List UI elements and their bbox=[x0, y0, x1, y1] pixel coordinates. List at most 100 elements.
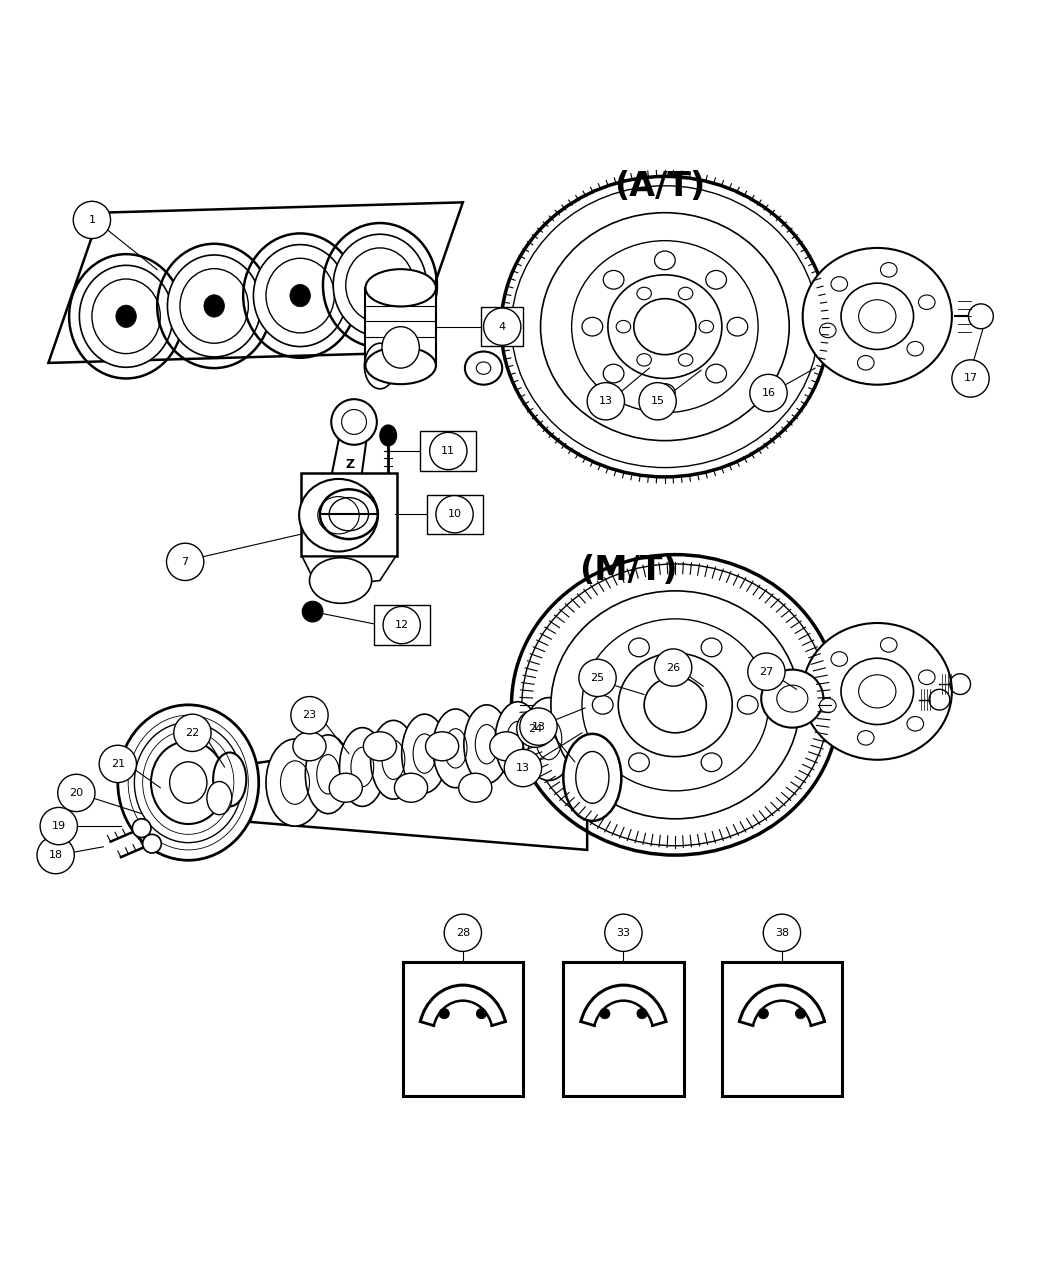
Circle shape bbox=[37, 836, 75, 873]
Ellipse shape bbox=[678, 287, 693, 300]
Ellipse shape bbox=[459, 773, 491, 802]
Ellipse shape bbox=[365, 269, 436, 306]
Ellipse shape bbox=[371, 720, 416, 799]
Ellipse shape bbox=[616, 320, 631, 333]
Ellipse shape bbox=[395, 773, 427, 802]
Ellipse shape bbox=[151, 741, 226, 824]
Text: 13: 13 bbox=[598, 397, 613, 407]
Circle shape bbox=[429, 432, 467, 469]
Ellipse shape bbox=[266, 259, 334, 333]
Text: 22: 22 bbox=[185, 728, 200, 738]
Ellipse shape bbox=[819, 699, 836, 713]
Ellipse shape bbox=[464, 705, 509, 784]
Ellipse shape bbox=[968, 303, 993, 329]
Ellipse shape bbox=[907, 717, 924, 731]
Ellipse shape bbox=[600, 1009, 610, 1019]
Polygon shape bbox=[329, 430, 367, 492]
Ellipse shape bbox=[365, 347, 436, 384]
Ellipse shape bbox=[167, 255, 260, 357]
Circle shape bbox=[639, 382, 676, 419]
Ellipse shape bbox=[489, 732, 523, 761]
Ellipse shape bbox=[706, 365, 727, 382]
Text: 13: 13 bbox=[531, 722, 545, 732]
Ellipse shape bbox=[706, 270, 727, 289]
Ellipse shape bbox=[796, 1009, 805, 1019]
Ellipse shape bbox=[758, 1009, 769, 1019]
Ellipse shape bbox=[293, 732, 327, 761]
Text: (A/T): (A/T) bbox=[614, 171, 706, 203]
Ellipse shape bbox=[571, 241, 758, 413]
Ellipse shape bbox=[629, 638, 649, 657]
Ellipse shape bbox=[582, 618, 769, 790]
FancyBboxPatch shape bbox=[420, 431, 477, 470]
Circle shape bbox=[484, 309, 521, 346]
Ellipse shape bbox=[118, 705, 258, 861]
Circle shape bbox=[952, 360, 989, 397]
Polygon shape bbox=[302, 557, 396, 588]
Ellipse shape bbox=[495, 701, 541, 780]
Circle shape bbox=[579, 659, 616, 696]
Ellipse shape bbox=[859, 300, 896, 333]
Ellipse shape bbox=[92, 279, 161, 353]
Text: 28: 28 bbox=[456, 928, 470, 938]
Ellipse shape bbox=[364, 343, 396, 389]
Ellipse shape bbox=[841, 283, 914, 349]
Ellipse shape bbox=[637, 353, 651, 366]
Ellipse shape bbox=[564, 734, 622, 821]
Text: 26: 26 bbox=[666, 663, 680, 672]
Ellipse shape bbox=[634, 298, 696, 354]
Circle shape bbox=[99, 746, 136, 783]
Ellipse shape bbox=[402, 714, 447, 793]
Ellipse shape bbox=[637, 1009, 647, 1019]
Ellipse shape bbox=[678, 353, 693, 366]
Ellipse shape bbox=[907, 342, 924, 356]
Ellipse shape bbox=[592, 696, 613, 714]
Ellipse shape bbox=[213, 752, 247, 806]
Ellipse shape bbox=[831, 652, 847, 667]
Ellipse shape bbox=[644, 677, 707, 733]
Circle shape bbox=[520, 708, 558, 746]
Ellipse shape bbox=[425, 732, 459, 761]
Ellipse shape bbox=[116, 305, 136, 328]
Ellipse shape bbox=[339, 728, 385, 806]
Ellipse shape bbox=[207, 782, 232, 815]
Text: 23: 23 bbox=[302, 710, 316, 720]
Text: 18: 18 bbox=[48, 850, 63, 861]
Circle shape bbox=[748, 653, 785, 690]
Circle shape bbox=[291, 696, 329, 734]
Ellipse shape bbox=[575, 751, 609, 803]
Text: 38: 38 bbox=[775, 928, 789, 938]
Ellipse shape bbox=[80, 265, 173, 367]
Ellipse shape bbox=[802, 247, 952, 385]
Ellipse shape bbox=[329, 773, 362, 802]
Ellipse shape bbox=[302, 602, 323, 622]
Ellipse shape bbox=[439, 1009, 449, 1019]
Text: 20: 20 bbox=[69, 788, 83, 798]
Ellipse shape bbox=[654, 251, 675, 270]
Ellipse shape bbox=[299, 479, 378, 552]
Bar bbox=[564, 961, 684, 1096]
Ellipse shape bbox=[465, 352, 502, 385]
Ellipse shape bbox=[132, 819, 151, 838]
Ellipse shape bbox=[370, 274, 391, 296]
Ellipse shape bbox=[382, 326, 419, 368]
Text: 7: 7 bbox=[182, 557, 189, 567]
Ellipse shape bbox=[859, 674, 896, 708]
Bar bbox=[204, 765, 235, 798]
Circle shape bbox=[504, 750, 542, 787]
Ellipse shape bbox=[637, 287, 651, 300]
Ellipse shape bbox=[629, 754, 649, 771]
Ellipse shape bbox=[727, 317, 748, 337]
Ellipse shape bbox=[841, 658, 914, 724]
Text: 17: 17 bbox=[964, 374, 978, 384]
Circle shape bbox=[383, 607, 420, 644]
Ellipse shape bbox=[333, 235, 426, 337]
Ellipse shape bbox=[608, 275, 721, 379]
Circle shape bbox=[167, 543, 204, 580]
Ellipse shape bbox=[380, 425, 397, 446]
Ellipse shape bbox=[802, 623, 952, 760]
Text: 25: 25 bbox=[590, 673, 605, 683]
Ellipse shape bbox=[170, 762, 207, 803]
Circle shape bbox=[750, 375, 788, 412]
Ellipse shape bbox=[604, 365, 624, 382]
